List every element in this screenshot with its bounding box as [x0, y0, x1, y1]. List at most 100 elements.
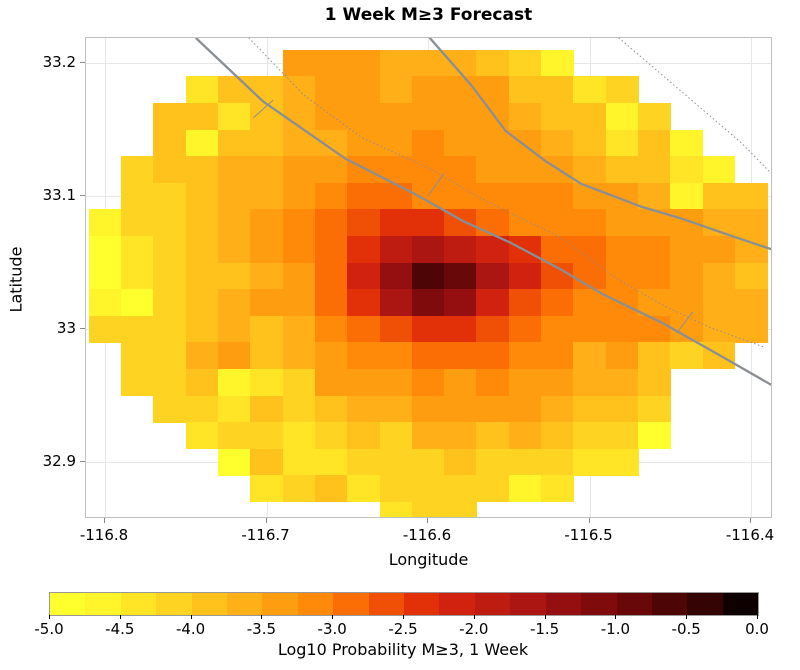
heatmap-cell — [508, 156, 542, 184]
heatmap-cell — [379, 102, 413, 131]
heatmap-cell — [185, 395, 219, 423]
heatmap-cell — [185, 342, 219, 370]
heatmap-cell — [379, 368, 413, 397]
heatmap-cell — [411, 182, 445, 210]
heatmap-cell — [121, 209, 155, 237]
colorbar-tick-label: -2.0 — [459, 620, 489, 638]
heatmap-cell — [250, 156, 284, 184]
y-axis-label: Latitude — [6, 246, 26, 313]
heatmap-cell — [573, 422, 607, 450]
heatmap-cell — [476, 395, 510, 423]
heatmap-cell — [670, 262, 704, 290]
heatmap-cell — [121, 156, 155, 184]
heatmap-cell — [670, 315, 704, 343]
colorbar-tick-label: -5.0 — [34, 620, 64, 638]
heatmap-cell — [508, 76, 542, 104]
heatmap-cell — [541, 182, 574, 210]
heatmap-cell — [573, 342, 607, 370]
heatmap-cell — [444, 448, 478, 476]
heatmap-cell — [282, 182, 316, 210]
heatmap-cell — [670, 289, 704, 317]
heatmap-cell — [347, 102, 381, 131]
heatmap-cell — [347, 315, 381, 343]
heatmap-cell — [153, 289, 187, 317]
heatmap-cell — [185, 289, 219, 317]
heatmap-cell — [282, 475, 316, 503]
y-tick-mark — [80, 62, 85, 63]
heatmap-cell — [637, 289, 671, 317]
heatmap-cell — [637, 156, 671, 184]
heatmap-cell — [411, 395, 445, 423]
heatmap-cell — [411, 102, 445, 131]
heatmap-cell — [314, 422, 348, 450]
heatmap-cell — [605, 342, 639, 370]
heatmap-cell — [508, 289, 542, 317]
heatmap-cell — [347, 49, 381, 77]
heatmap-cell — [444, 129, 478, 157]
heatmap-cell — [734, 235, 768, 264]
heatmap-cell — [88, 262, 122, 290]
heatmap-cell — [508, 262, 542, 290]
heatmap-cell — [573, 156, 607, 184]
heatmap-cell — [347, 368, 381, 397]
heatmap-cell — [637, 209, 671, 237]
heatmap-cell — [573, 368, 607, 397]
heatmap-cell — [702, 182, 736, 210]
heatmap-cell — [508, 342, 542, 370]
heatmap-cell — [347, 235, 381, 264]
heatmap-cell — [218, 315, 251, 343]
heatmap-cell — [637, 129, 671, 157]
heatmap-cell — [314, 156, 348, 184]
heatmap-cell — [637, 395, 671, 423]
heatmap-cell — [508, 422, 542, 450]
heatmap-cell — [702, 209, 736, 237]
colorbar-tick-label: -3.0 — [317, 620, 347, 638]
colorbar-block — [687, 593, 723, 615]
colorbar-tick-mark — [49, 615, 50, 619]
heatmap-cell — [476, 102, 510, 131]
heatmap-cell — [88, 289, 122, 317]
heatmap-cell — [314, 342, 348, 370]
colorbar-tick-label: -4.5 — [105, 620, 135, 638]
heatmap-cell — [508, 315, 542, 343]
heatmap-cell — [153, 102, 187, 131]
heatmap-cell — [508, 235, 542, 264]
heatmap-cell — [153, 156, 187, 184]
heatmap-plot — [85, 37, 772, 518]
colorbar-label: Log10 Probability M≥3, 1 Week — [277, 640, 529, 659]
heatmap-cell — [282, 289, 316, 317]
colorbar — [49, 592, 759, 616]
heatmap-cell — [282, 129, 316, 157]
x-tick-mark — [104, 518, 105, 523]
heatmap-cell — [573, 129, 607, 157]
heatmap-cell — [218, 129, 251, 157]
heatmap-cell — [411, 501, 445, 517]
heatmap-cell — [637, 368, 671, 397]
heatmap-cell — [347, 289, 381, 317]
heatmap-cell — [250, 475, 284, 503]
heatmap-cell — [476, 49, 510, 77]
colorbar-tick-label: -1.0 — [600, 620, 631, 638]
heatmap-cell — [573, 448, 607, 476]
colorbar-block — [85, 593, 121, 615]
heatmap-cell — [218, 262, 251, 290]
heatmap-cell — [314, 209, 348, 237]
heatmap-cell — [605, 422, 639, 450]
heatmap-cell — [153, 315, 187, 343]
heatmap-cell — [411, 289, 445, 317]
heatmap-cell — [411, 76, 445, 104]
colorbar-tick-mark — [403, 615, 404, 619]
heatmap-cell — [444, 422, 478, 450]
y-tick-mark — [80, 195, 85, 196]
colorbar-block — [50, 593, 86, 615]
heatmap-cell — [444, 102, 478, 131]
heatmap-cell — [573, 182, 607, 210]
heatmap-cell — [347, 448, 381, 476]
heatmap-cell — [347, 342, 381, 370]
heatmap-cell — [541, 262, 574, 290]
heatmap-cell — [476, 475, 510, 503]
heatmap-cell — [282, 49, 316, 77]
heatmap-cell — [637, 342, 671, 370]
heatmap-cell — [347, 182, 381, 210]
heatmap-cell — [347, 422, 381, 450]
